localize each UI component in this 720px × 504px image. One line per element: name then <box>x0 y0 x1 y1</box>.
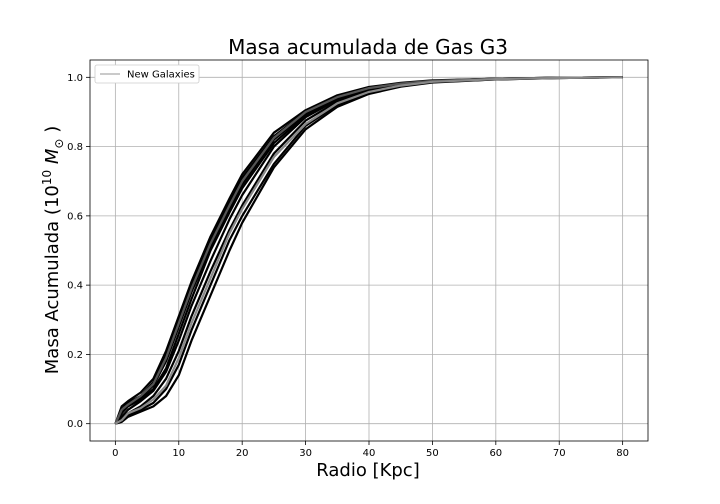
y-tick-label: 0.0 <box>67 419 83 430</box>
x-tick-label: 60 <box>489 448 502 459</box>
x-axis-label: Radio [Kpc] <box>316 460 419 481</box>
series-layer <box>114 76 623 425</box>
x-tick-label: 0 <box>112 448 118 459</box>
x-tick-label: 10 <box>172 448 185 459</box>
series-line-9 <box>114 76 623 425</box>
y-tick-label: 0.8 <box>67 142 83 153</box>
y-axis-label-subscript: ⊙ <box>52 139 66 149</box>
x-tick-label: 80 <box>616 448 629 459</box>
x-tick-label: 30 <box>299 448 312 459</box>
legend: New Galaxies <box>94 64 200 84</box>
y-axis-label-exponent: 10 <box>40 170 54 185</box>
y-tick-label: 1.0 <box>67 73 83 84</box>
y-axis-label-prefix: Masa Acumulada (10 <box>42 185 63 374</box>
x-tick-label: 20 <box>236 448 249 459</box>
x-tick-label: 50 <box>426 448 439 459</box>
y-tick-label: 0.4 <box>67 281 83 292</box>
x-tick-label: 40 <box>363 448 376 459</box>
legend-entry: New Galaxies <box>127 70 195 81</box>
y-axis-label-unit: M <box>42 148 63 170</box>
chart-title: Masa acumulada de Gas G3 <box>228 35 508 59</box>
y-tick-label: 0.6 <box>67 211 83 222</box>
legend-box <box>94 64 200 84</box>
y-axis-label-suffix: ) <box>42 126 63 139</box>
x-tick-label: 70 <box>553 448 566 459</box>
y-tick-label: 0.2 <box>67 350 83 361</box>
ticks: 0 10 20 30 40 50 60 70 80 0.0 0.2 0.4 0.6 0.8 1.0 <box>67 73 629 459</box>
y-axis-label: Masa Acumulada (1010 M⊙ ) <box>40 126 66 374</box>
series-line-10 <box>114 76 623 425</box>
